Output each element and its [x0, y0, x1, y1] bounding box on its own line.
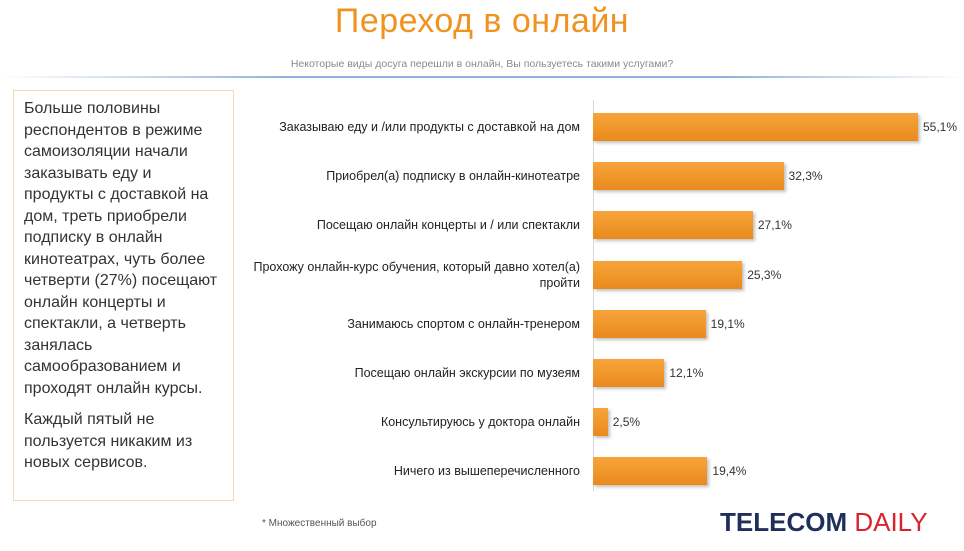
footnote: * Множественный выбор	[262, 518, 377, 529]
category-label: Приобрел(а) подписку в онлайн-кинотеатре	[326, 169, 580, 184]
value-label: 25,3%	[747, 267, 782, 282]
summary-box: Больше половины респондентов в режиме са…	[13, 90, 234, 501]
bar	[593, 359, 665, 387]
category-label: Ничего из вышеперечисленного	[393, 464, 580, 479]
value-label: 55,1%	[923, 120, 958, 134]
category-label: Прохожу онлайн-курс обучения, который да…	[253, 259, 581, 290]
bar	[593, 309, 706, 338]
value-label: 19,4%	[712, 464, 747, 479]
category-label: Консультируюсь у доктора онлайн	[380, 415, 580, 430]
value-label: 12,1%	[669, 366, 704, 380]
value-label: 27,1%	[757, 218, 792, 233]
bar	[593, 260, 743, 289]
logo-part-telecom: TELECOM	[720, 507, 848, 537]
value-label: 32,3%	[788, 169, 823, 184]
bar	[593, 162, 784, 191]
chart-axis-line	[593, 100, 594, 491]
category-label: Посещаю онлайн концерты и / или спектакл…	[316, 218, 580, 233]
category-label: Занимаюсь спортом с онлайн-тренером	[347, 316, 580, 331]
page-title: Переход в онлайн	[334, 2, 630, 40]
bar	[593, 408, 608, 437]
bar	[593, 457, 708, 486]
page-subtitle: Некоторые виды досуга перешли в онлайн, …	[290, 58, 674, 70]
bar	[593, 211, 753, 240]
category-label: Посещаю онлайн экскурсии по музеям	[354, 366, 580, 380]
bar	[593, 113, 918, 141]
summary-paragraph-2: Каждый пятый не пользуется никаким из но…	[24, 411, 193, 471]
telecom-daily-logo: TELECOM DAILY	[720, 506, 928, 538]
value-label: 2,5%	[612, 415, 641, 430]
header-divider	[0, 76, 964, 78]
summary-paragraph-1: Больше половины респондентов в режиме са…	[24, 100, 218, 397]
logo-part-daily: DAILY	[854, 507, 928, 537]
value-label: 19,1%	[710, 316, 745, 331]
category-label: Заказываю еду и /или продукты с доставко…	[279, 120, 580, 134]
